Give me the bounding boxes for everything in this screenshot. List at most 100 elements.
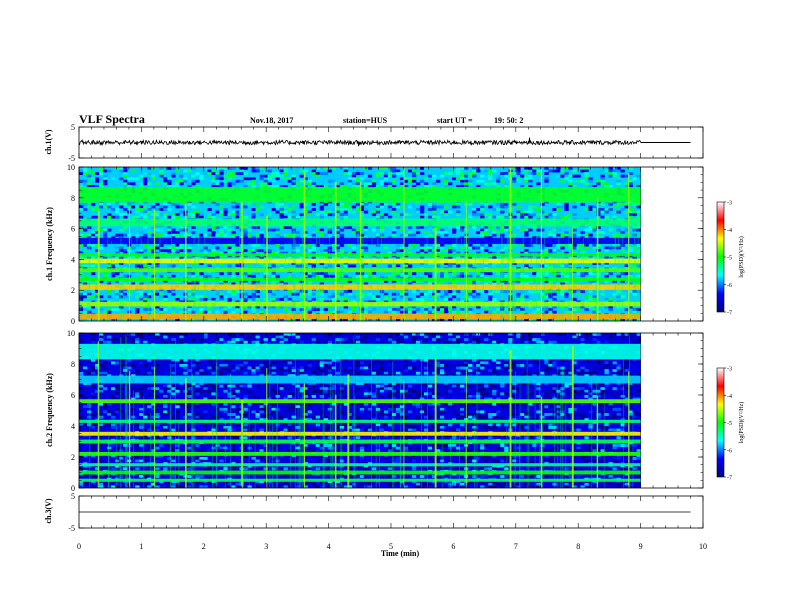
spectrogram-cell (436, 335, 441, 339)
spectrogram-cell (592, 333, 597, 336)
spectrogram-cell (191, 279, 196, 283)
spectrogram-cell (504, 174, 509, 178)
spectrogram-cell (235, 244, 240, 247)
spectrogram-cell (123, 318, 128, 321)
spectrogram-striation (581, 244, 582, 321)
spectrogram-cell (544, 213, 549, 217)
spectrogram-cell (307, 279, 312, 283)
spectrogram-cell (147, 261, 152, 265)
spectrogram-cell (411, 290, 417, 294)
spectrogram-cell (243, 236, 248, 240)
spectrogram-cell (339, 310, 345, 314)
spectrogram-cell (319, 228, 324, 232)
spectrogram-cell (287, 290, 292, 294)
spectrogram-cell (456, 251, 461, 255)
spectrogram-cell (327, 274, 333, 278)
spectrogram-cell (580, 274, 585, 278)
spectrogram-cell (111, 208, 116, 211)
spectrogram-cell (612, 169, 617, 173)
spectrogram-cell (351, 177, 357, 181)
spectrogram-cell (432, 338, 437, 342)
spectrogram-cell (231, 274, 236, 278)
spectrogram-cell (444, 205, 449, 209)
spectrogram-cell (395, 226, 401, 229)
spectrogram-cell (295, 246, 300, 250)
spectrogram-cell (564, 174, 569, 178)
spectrogram-cell (552, 292, 557, 296)
spectrogram-cell (588, 233, 593, 237)
spectrogram-cell (564, 371, 569, 375)
spectrogram-striation (79, 260, 81, 321)
spectrogram-cell (315, 340, 320, 344)
spectrogram-cell (448, 261, 453, 265)
spectrogram-cell (492, 369, 497, 373)
spectrogram-cell (415, 295, 421, 299)
spectrogram-cell (279, 169, 284, 173)
spectrogram-cell (251, 274, 256, 278)
spectrogram-cell (95, 184, 100, 188)
spectrogram-cell (536, 246, 541, 250)
spectrogram-cell (480, 358, 485, 362)
spectrogram-cell (403, 369, 409, 373)
spectrogram-cell (343, 282, 349, 286)
spectrogram-cell (115, 208, 120, 211)
spectrogram-cell (636, 236, 641, 240)
spectrogram-cell (215, 290, 220, 294)
spectrogram-cell (540, 261, 545, 265)
spectrogram-cell (544, 167, 549, 170)
spectrogram-cell (147, 177, 152, 181)
spectrogram-cell (195, 358, 200, 362)
spectrogram-cell (175, 369, 180, 373)
spectrogram-cell (624, 256, 629, 260)
spectrogram-cell (187, 272, 192, 276)
spectrogram-cell (187, 179, 192, 183)
spectrogram-cell (460, 179, 465, 183)
spectrogram-cell (335, 338, 341, 342)
spectrogram-cell (79, 179, 84, 183)
spectrogram-cell (472, 213, 477, 217)
spectrogram-cell (560, 318, 565, 321)
spectrogram-cell (107, 202, 112, 206)
spectrogram-cell (215, 172, 220, 175)
spectrogram-cell (391, 213, 397, 217)
spectrogram-cell (399, 256, 405, 260)
spectrogram-cell (287, 167, 292, 170)
spectrogram-cell (544, 179, 549, 183)
spectrogram-cell (175, 233, 180, 237)
spectrogram-cell (219, 371, 224, 375)
spectrogram-cell (91, 295, 96, 299)
spectrogram-cell (235, 179, 240, 183)
spectrogram-cell (460, 172, 465, 175)
spectrogram-cell (524, 282, 529, 286)
spectrogram-striation (501, 224, 502, 321)
spectrogram-cell (576, 292, 581, 296)
spectrogram-cell (436, 264, 441, 268)
spectrogram-cell (432, 184, 437, 188)
spectrogram-cell (167, 226, 172, 229)
spectrogram-cell (291, 251, 296, 255)
spectrogram-cell (395, 264, 401, 268)
spectrogram-cell (83, 295, 88, 299)
spectrogram-cell (620, 208, 625, 211)
spectrogram-cell (191, 272, 196, 276)
spectrogram-cell (432, 182, 437, 186)
spectrogram-cell (548, 169, 553, 173)
spectrogram-cell (135, 310, 140, 314)
spectrogram-cell (279, 361, 284, 365)
spectrogram-cell (548, 310, 553, 314)
spectrogram-cell (387, 261, 393, 265)
spectrogram-cell (291, 233, 296, 237)
spectrogram-cell (351, 184, 357, 188)
spectrogram-burst (509, 167, 512, 321)
spectrogram-cell (548, 264, 553, 268)
spectrogram-cell (624, 358, 629, 362)
spectrogram-cell (427, 202, 433, 206)
spectrogram-cell (343, 169, 349, 173)
spectrogram-cell (147, 172, 152, 175)
spectrogram-cell (307, 213, 312, 217)
spectrogram-cell (271, 264, 276, 268)
spectrogram-cell (135, 251, 140, 255)
spectrogram-cell (187, 369, 192, 373)
spectrogram-cell (411, 174, 417, 178)
spectrogram-cell (187, 318, 192, 321)
